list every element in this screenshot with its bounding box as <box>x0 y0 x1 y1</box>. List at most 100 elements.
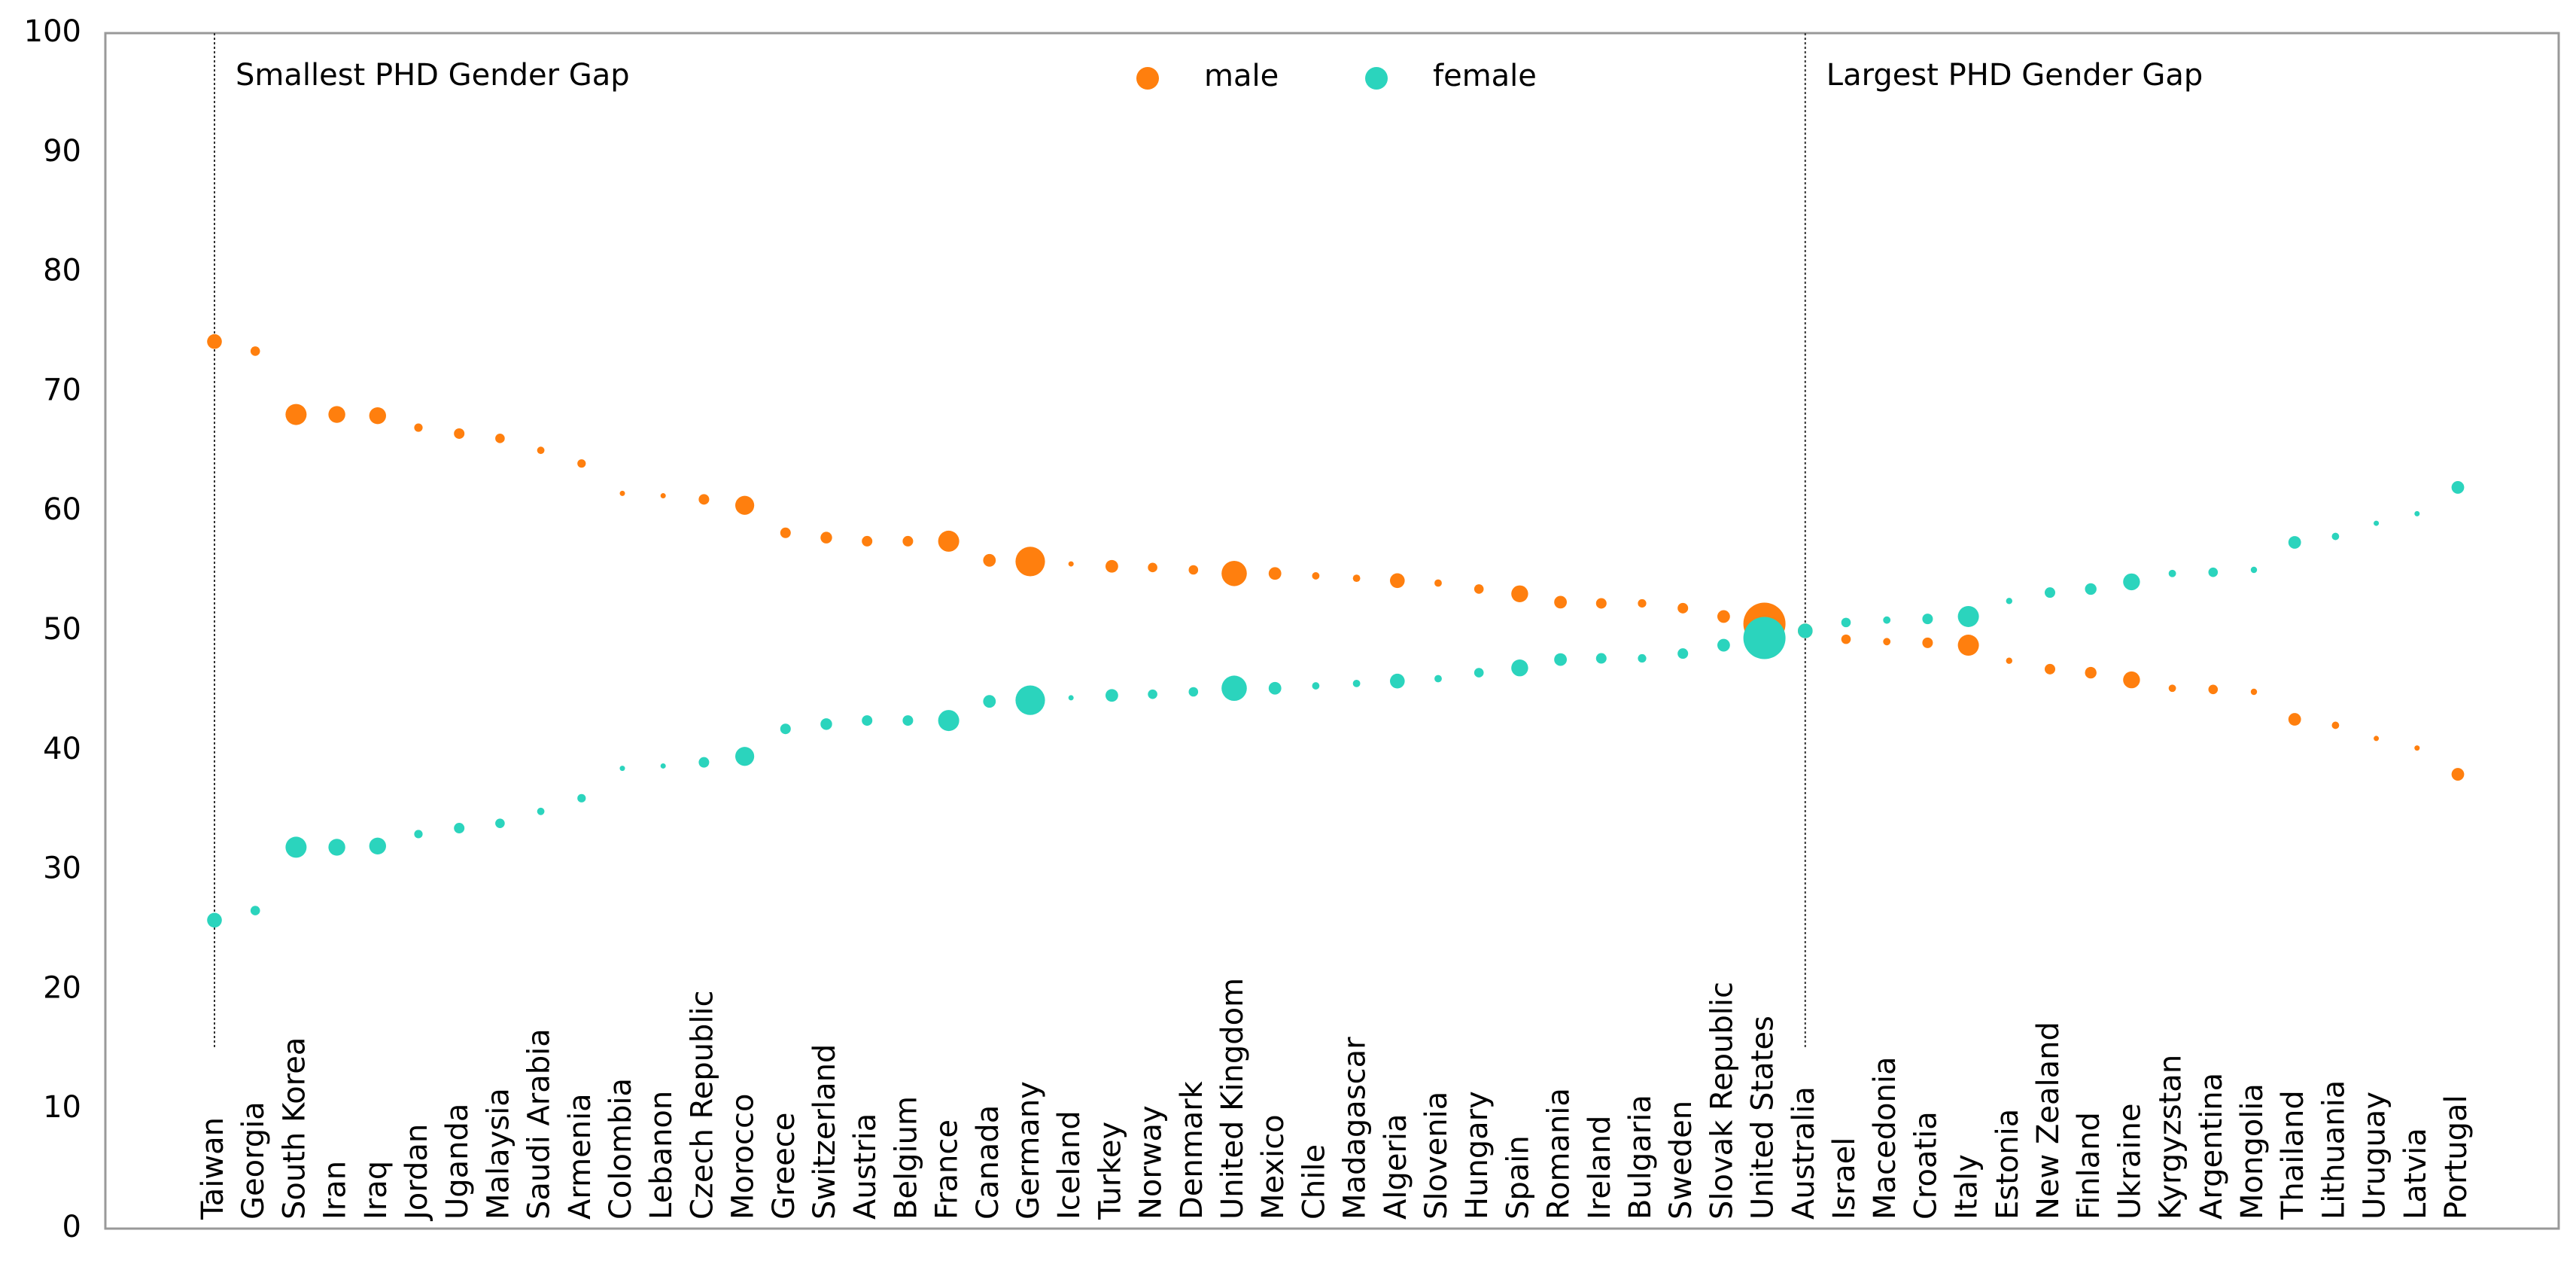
male-point <box>1883 638 1891 646</box>
x-tick-label: Mongolia <box>2235 1083 2270 1220</box>
x-tick-label: Mexico <box>1256 1114 1291 1220</box>
x-tick-label: Australia <box>1787 1086 1821 1220</box>
y-tick-label: 20 <box>43 970 81 1005</box>
x-tick-label: United Kingdom <box>1215 978 1250 1220</box>
male-point <box>1188 565 1199 575</box>
male-point <box>902 535 914 547</box>
female-point <box>1841 617 1851 628</box>
x-tick-label: Italy <box>1950 1154 1984 1220</box>
female-point <box>1474 668 1484 678</box>
x-tick-label: Israel <box>1827 1138 1862 1220</box>
legend: male female <box>1136 59 1537 93</box>
male-point <box>1106 559 1118 573</box>
male-point <box>820 531 832 544</box>
y-tick-label: 10 <box>43 1090 81 1125</box>
male-legend-marker <box>1136 67 1159 90</box>
female-point <box>285 836 307 858</box>
female-point <box>1957 605 1979 627</box>
y-tick-label: 100 <box>24 14 81 49</box>
x-tick-label: Iraq <box>359 1161 394 1220</box>
female-point <box>820 718 832 730</box>
smallest-gap-annotation: Smallest PHD Gender Gap <box>236 58 630 93</box>
x-tick-label: Austria <box>848 1113 883 1220</box>
male-point <box>1638 598 1647 608</box>
x-tick-label: Greece <box>767 1113 801 1220</box>
male-point <box>780 527 791 538</box>
female-point <box>207 912 222 928</box>
x-tick-label: Hungary <box>1460 1091 1495 1220</box>
x-tick-label: Spain <box>1501 1135 1535 1220</box>
male-point <box>2451 768 2465 781</box>
male-point <box>1268 567 1282 580</box>
x-tick-label: South Korea <box>277 1037 312 1220</box>
x-tick-label: Taiwan <box>196 1117 230 1220</box>
male-point <box>2374 736 2380 742</box>
female-point <box>735 747 755 766</box>
female-point <box>902 715 914 726</box>
female-point <box>577 793 586 803</box>
male-point <box>2006 657 2012 664</box>
male-point <box>1148 562 1157 573</box>
female-point <box>698 757 710 768</box>
female-point <box>495 818 505 828</box>
x-tick-label: Madagascar <box>1338 1037 1373 1220</box>
male-point <box>1434 579 1442 587</box>
male-point <box>1390 573 1405 589</box>
y-tick-label: 0 <box>62 1210 81 1244</box>
female-point <box>1798 623 1813 638</box>
x-tick-label: United States <box>1746 1016 1781 1220</box>
y-tick-label: 80 <box>43 254 81 288</box>
female-point <box>2288 536 2301 549</box>
x-tick-label: New Zealand <box>2031 1022 2066 1220</box>
female-point <box>2331 532 2340 541</box>
x-tick-label: Bulgaria <box>1623 1095 1658 1220</box>
x-tick-label: Algeria <box>1379 1113 1413 1220</box>
male-point <box>619 490 625 496</box>
male-point <box>660 493 666 499</box>
male-point <box>454 428 465 439</box>
female-point <box>1312 682 1320 690</box>
female-point <box>660 763 666 769</box>
y-tick-label: 40 <box>43 732 81 766</box>
female-point <box>369 837 386 855</box>
male-point <box>1595 598 1607 609</box>
female-point <box>1717 638 1730 652</box>
female-point <box>1883 616 1891 624</box>
x-tick-label: Latvia <box>2398 1128 2433 1220</box>
female-point <box>454 823 465 834</box>
x-tick-label: Denmark <box>1175 1080 1209 1220</box>
male-point <box>285 404 307 425</box>
female-point <box>328 839 345 856</box>
male-point <box>2168 684 2176 693</box>
x-tick-label: Czech Republic <box>685 990 719 1220</box>
x-tick-label: Slovenia <box>1419 1092 1454 1220</box>
x-tick-label: Turkey <box>1093 1122 1127 1220</box>
female-point <box>1390 673 1405 689</box>
x-tick-label: Armenia <box>563 1093 598 1220</box>
male-point <box>1554 595 1568 609</box>
male-point <box>1352 574 1361 583</box>
x-tick-label: Chile <box>1297 1144 1331 1220</box>
y-tick-label: 90 <box>43 134 81 169</box>
x-tick-label: Sweden <box>1664 1101 1699 1220</box>
male-point <box>1474 584 1484 594</box>
y-axis: 0 10 20 30 40 50 60 70 80 90 100 <box>24 14 81 1244</box>
female-point <box>983 695 996 708</box>
male-point <box>1922 637 1933 648</box>
x-tick-label: Croatia <box>1908 1111 1943 1220</box>
x-tick-label: Finland <box>2072 1112 2106 1220</box>
female-point <box>1554 653 1568 666</box>
male-point <box>698 494 710 505</box>
x-tick-label: Macedonia <box>1868 1057 1902 1220</box>
x-tick-label: Ireland <box>1583 1116 1617 1220</box>
female-point <box>1434 675 1442 683</box>
x-tick-label: Malaysia <box>481 1088 516 1220</box>
male-point <box>862 535 873 547</box>
largest-gap-annotation: Largest PHD Gender Gap <box>1826 58 2203 93</box>
x-tick-label: Lebanon <box>644 1091 679 1220</box>
male-point <box>577 459 586 468</box>
male-point <box>1015 547 1045 577</box>
x-tick-label: Thailand <box>2276 1090 2310 1220</box>
x-tick-label: Kyrgyzstan <box>2154 1055 2188 1220</box>
